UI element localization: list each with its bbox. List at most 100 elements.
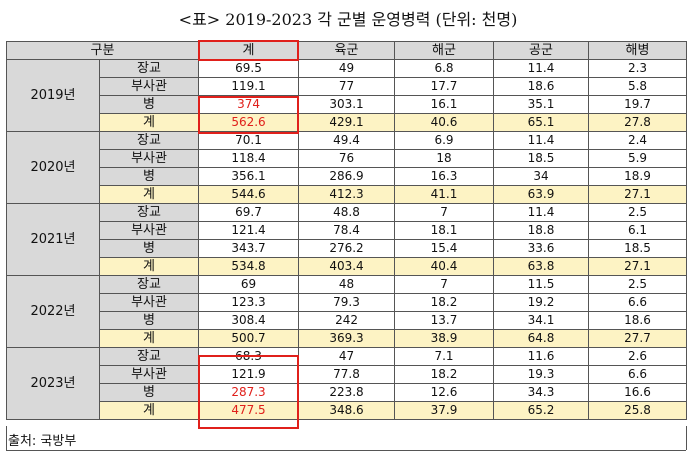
rank-cell: 병: [98, 239, 200, 258]
value-cell-total: 374: [198, 95, 300, 114]
value-cell-army: 76: [298, 149, 396, 168]
source-border-left: [6, 426, 7, 450]
table-row: 병 356.1 286.9 16.3 34 18.9: [7, 167, 688, 186]
value-cell-airforce: 63.8: [493, 257, 590, 276]
value-cell-marines: 18.5: [588, 239, 688, 258]
rank-cell: 장교: [98, 203, 200, 222]
value-cell-navy: 18: [394, 149, 495, 168]
value-cell-airforce: 19.2: [493, 293, 590, 312]
rank-cell: 계: [98, 113, 200, 132]
header-airforce: 공군: [493, 41, 590, 60]
value-cell-marines: 16.6: [588, 383, 688, 402]
value-cell-airforce: 11.4: [493, 59, 590, 78]
value-cell-total: 308.4: [198, 311, 300, 330]
value-cell-airforce: 19.3: [493, 365, 590, 384]
value-cell-airforce: 33.6: [493, 239, 590, 258]
value-cell-navy: 15.4: [394, 239, 495, 258]
table-row: 계 534.8 403.4 40.4 63.8 27.1: [7, 257, 688, 276]
value-cell-marines: 27.7: [588, 329, 688, 348]
value-cell-army: 369.3: [298, 329, 396, 348]
value-cell-navy: 40.4: [394, 257, 495, 276]
value-cell-army: 77.8: [298, 365, 396, 384]
value-cell-navy: 16.1: [394, 95, 495, 114]
value-cell-marines: 25.8: [588, 401, 688, 420]
value-cell-navy: 12.6: [394, 383, 495, 402]
value-cell-navy: 38.9: [394, 329, 495, 348]
value-cell-total: 118.4: [198, 149, 300, 168]
value-cell-navy: 41.1: [394, 185, 495, 204]
value-cell-army: 412.3: [298, 185, 396, 204]
value-cell-total: 121.4: [198, 221, 300, 240]
value-cell-marines: 2.5: [588, 275, 688, 294]
value-cell-army: 78.4: [298, 221, 396, 240]
rank-cell: 병: [98, 167, 200, 186]
value-cell-marines: 18.6: [588, 311, 688, 330]
value-cell-marines: 2.5: [588, 203, 688, 222]
value-cell-marines: 6.1: [588, 221, 688, 240]
value-cell-marines: 27.1: [588, 185, 688, 204]
value-cell-airforce: 65.1: [493, 113, 590, 132]
table-row: 부사관 121.9 77.8 18.2 19.3 6.6: [7, 365, 688, 384]
rank-cell: 장교: [98, 59, 200, 78]
value-cell-navy: 18.2: [394, 293, 495, 312]
value-cell-airforce: 34.3: [493, 383, 590, 402]
value-cell-total: 477.5: [198, 401, 300, 420]
value-cell-army: 49.4: [298, 131, 396, 150]
value-cell-army: 242: [298, 311, 396, 330]
rank-cell: 병: [98, 311, 200, 330]
value-cell-army: 348.6: [298, 401, 396, 420]
value-cell-airforce: 34: [493, 167, 590, 186]
year-cell: 2019년: [6, 59, 100, 132]
value-cell-army: 48: [298, 275, 396, 294]
value-cell-army: 286.9: [298, 167, 396, 186]
rank-cell: 계: [98, 329, 200, 348]
table-row: 2021년 장교 69.7 48.8 7 11.4 2.5: [6, 203, 688, 276]
value-cell-airforce: 35.1: [493, 95, 590, 114]
rank-cell: 부사관: [98, 149, 200, 168]
value-cell-total: 119.1: [198, 77, 300, 96]
header-navy: 해군: [394, 41, 495, 60]
value-cell-airforce: 18.8: [493, 221, 590, 240]
table-row: 계 544.6 412.3 41.1 63.9 27.1: [7, 185, 688, 204]
value-cell-marines: 6.6: [588, 365, 688, 384]
value-cell-marines: 2.3: [588, 59, 688, 78]
header-army: 육군: [298, 41, 396, 60]
value-cell-navy: 16.3: [394, 167, 495, 186]
value-cell-marines: 2.6: [588, 347, 688, 366]
table-row: 병 343.7 276.2 15.4 33.6 18.5: [7, 239, 688, 258]
value-cell-navy: 6.8: [394, 59, 495, 78]
year-cell: 2020년: [6, 131, 100, 204]
rank-cell: 장교: [98, 347, 200, 366]
value-cell-navy: 7: [394, 275, 495, 294]
value-cell-total: 544.6: [198, 185, 300, 204]
value-cell-navy: 18.2: [394, 365, 495, 384]
value-cell-airforce: 63.9: [493, 185, 590, 204]
table-row: 병 374 303.1 16.1 35.1 19.7: [7, 95, 688, 114]
rank-cell: 장교: [98, 131, 200, 150]
value-cell-army: 48.8: [298, 203, 396, 222]
troop-table: 구분 계 육군 해군 공군 해병 2019년 장교 69.5 49 6.8 11.4 2.3…: [5, 41, 688, 420]
value-cell-navy: 37.9: [394, 401, 495, 420]
rank-cell: 병: [98, 383, 200, 402]
table-row: 부사관 118.4 76 18 18.5 5.9: [7, 149, 688, 168]
value-cell-marines: 2.4: [588, 131, 688, 150]
value-cell-total: 69.7: [198, 203, 300, 222]
source-border-right: [686, 426, 687, 450]
source-note: 출처: 국방부: [8, 434, 77, 449]
rank-cell: 장교: [98, 275, 200, 294]
table-row: 2019년 장교 69.5 49 6.8 11.4 2.3: [6, 59, 688, 132]
header-row: 구분 계 육군 해군 공군 해병: [5, 41, 688, 60]
value-cell-army: 223.8: [298, 383, 396, 402]
value-cell-navy: 18.1: [394, 221, 495, 240]
value-cell-total: 123.3: [198, 293, 300, 312]
table-row: 부사관 119.1 77 17.7 18.6 5.8: [7, 77, 688, 96]
value-cell-marines: 5.9: [588, 149, 688, 168]
value-cell-total: 343.7: [198, 239, 300, 258]
value-cell-total: 69.5: [198, 59, 300, 78]
value-cell-airforce: 65.2: [493, 401, 590, 420]
value-cell-airforce: 34.1: [493, 311, 590, 330]
value-cell-army: 429.1: [298, 113, 396, 132]
table-row: 부사관 121.4 78.4 18.1 18.8 6.1: [7, 221, 688, 240]
table-row: 계 500.7 369.3 38.9 64.8 27.7: [7, 329, 688, 348]
rank-cell: 부사관: [98, 77, 200, 96]
